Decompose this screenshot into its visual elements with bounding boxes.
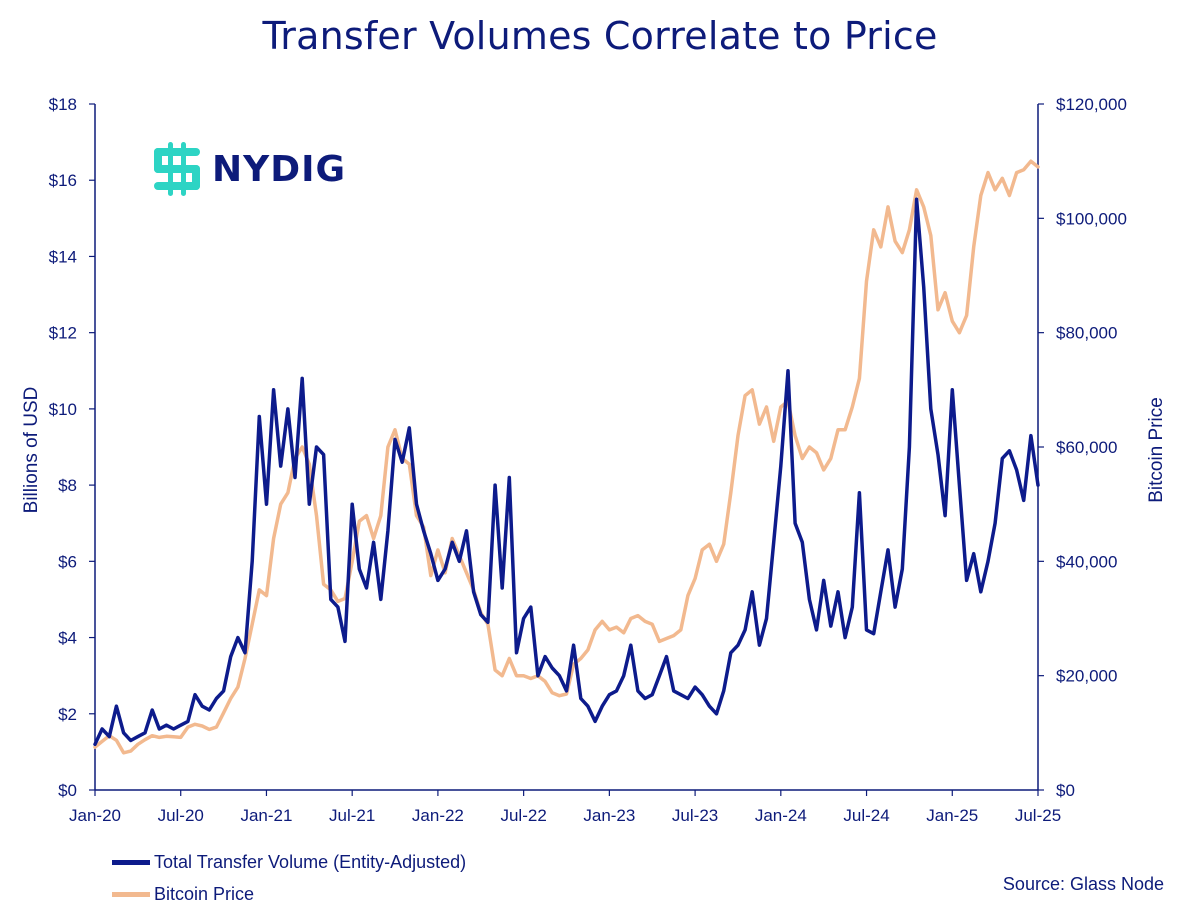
y-tick-label-left: $0 — [58, 781, 77, 800]
legend-swatch-volume — [112, 860, 150, 865]
source-note: Source: Glass Node — [1002, 874, 1164, 894]
x-tick-label: Jul-20 — [158, 806, 204, 825]
y-tick-label-right: $100,000 — [1056, 209, 1127, 228]
y-tick-label-left: $16 — [49, 171, 77, 190]
y-tick-label-left: $18 — [49, 95, 77, 114]
chart-title: Transfer Volumes Correlate to Price — [262, 14, 938, 58]
y-tick-label-right: $120,000 — [1056, 95, 1127, 114]
x-tick-label: Jan-20 — [69, 806, 121, 825]
axes: $0 $2 $4 $6 $8 $10 $12 $14 $16 $18 $0 $20,000 $40,00… — [49, 95, 1127, 825]
x-tick-label: Jul-23 — [672, 806, 718, 825]
x-tick-label: Jan-21 — [240, 806, 292, 825]
legend-label-price: Bitcoin Price — [154, 884, 255, 904]
y-tick-label-left: $10 — [49, 400, 77, 419]
legend-item-volume: Total Transfer Volume (Entity-Adjusted) — [112, 852, 466, 873]
y-tick-label-left: $4 — [58, 629, 77, 648]
series-line-transfer-volume — [93, 197, 1040, 747]
nydig-logo-icon — [154, 142, 200, 196]
x-tick-label: Jul-22 — [500, 806, 546, 825]
y-tick-label-left: $14 — [49, 247, 77, 266]
x-tick-label: Jan-25 — [926, 806, 978, 825]
y-tick-label-right: $60,000 — [1056, 438, 1117, 457]
x-tick-label: Jan-22 — [412, 806, 464, 825]
y-tick-label-right: $0 — [1056, 781, 1075, 800]
legend-item-price: Bitcoin Price — [112, 884, 254, 905]
series-line-bitcoin-price — [93, 159, 1040, 755]
y-tick-label-right: $80,000 — [1056, 324, 1117, 343]
y-tick-label-left: $8 — [58, 476, 77, 495]
y-tick-label-left: $2 — [58, 705, 77, 724]
y-axis-label-left: Billions of USD — [21, 387, 42, 514]
legend-swatch-price — [112, 892, 150, 897]
logo-wordmark: NYDIG — [212, 148, 347, 190]
y-tick-label-left: $6 — [58, 552, 77, 571]
legend-label-volume: Total Transfer Volume (Entity-Adjusted) — [154, 852, 467, 872]
nydig-logo: NYDIG — [150, 142, 346, 196]
x-tick-label: Jul-25 — [1015, 806, 1061, 825]
y-axis-label-right: Bitcoin Price — [1146, 397, 1167, 503]
x-tick-label: Jul-24 — [843, 806, 889, 825]
y-tick-label-left: $12 — [49, 324, 77, 343]
y-tick-label-right: $40,000 — [1056, 552, 1117, 571]
x-tick-label: Jan-24 — [755, 806, 807, 825]
x-tick-label: Jan-23 — [583, 806, 635, 825]
series-group — [93, 159, 1040, 755]
x-tick-label: Jul-21 — [329, 806, 375, 825]
y-tick-label-right: $20,000 — [1056, 667, 1117, 686]
